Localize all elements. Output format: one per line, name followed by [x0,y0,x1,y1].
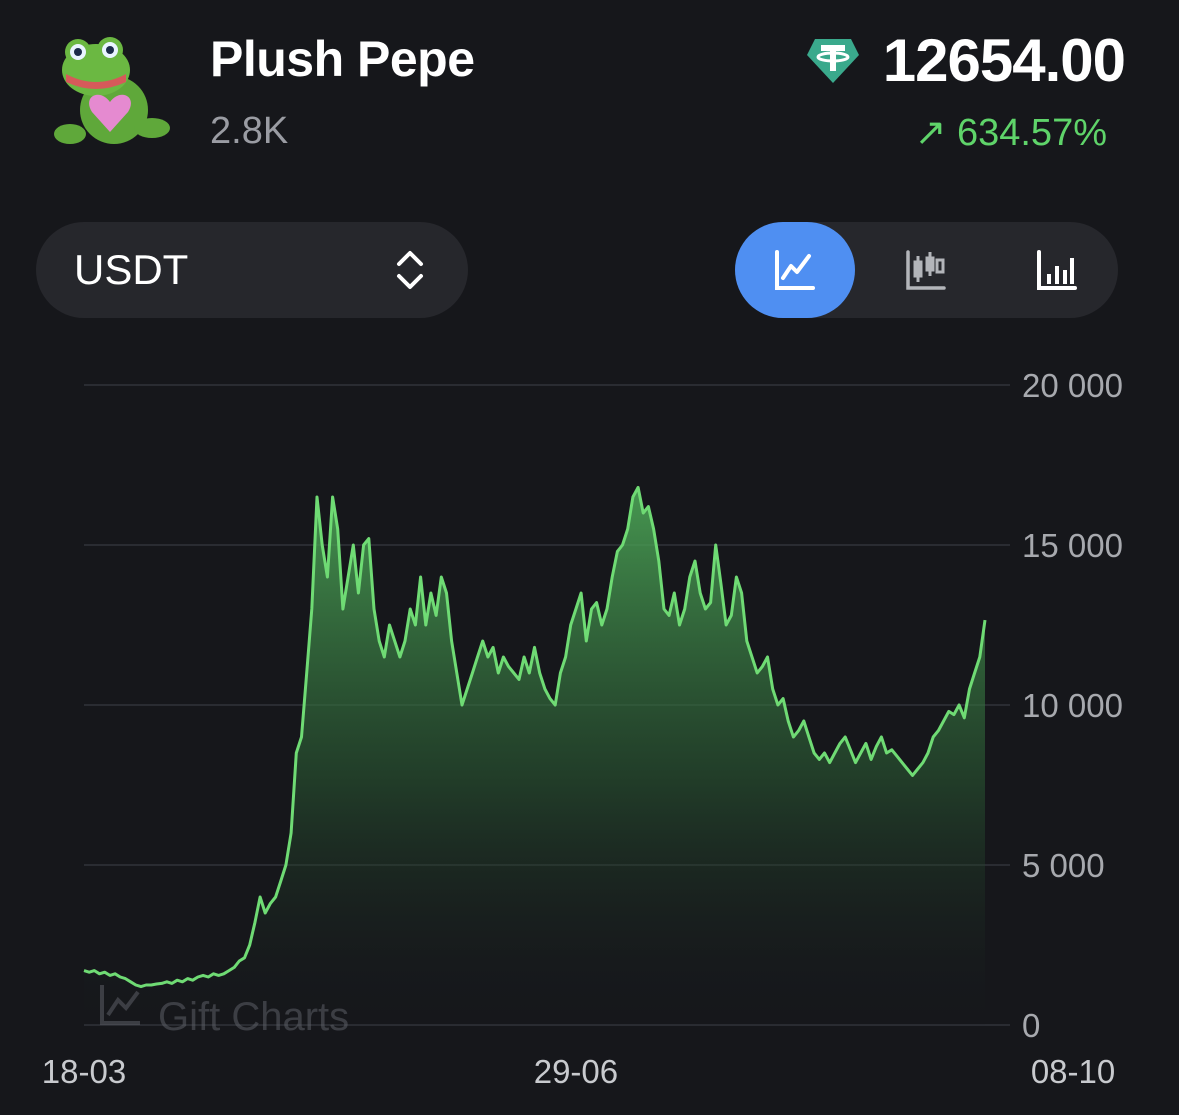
chart-mode-toggle [735,222,1118,318]
asset-title: Plush Pepe [210,31,475,87]
y-tick-label: 10 000 [1022,687,1123,724]
candlestick-chart-icon [906,250,946,290]
plush-pepe-frog-icon [54,37,170,144]
x-tick-label: 29-06 [534,1053,618,1090]
updown-chevron-icon [397,251,423,289]
y-tick-label: 15 000 [1022,527,1123,564]
price-line [83,485,987,989]
currency-label: USDT [74,246,189,293]
price-chart: Gift Charts 0 5 000 10 000 15 000 20 000 18-… [42,367,1123,1090]
current-price: 12654.00 [882,27,1126,94]
y-tick-label: 5 000 [1022,847,1105,884]
line-chart-icon [775,250,815,290]
y-tick-label: 20 000 [1022,367,1123,404]
asset-count: 2.8K [210,110,289,152]
y-tick-label: 0 [1022,1007,1040,1044]
x-tick-label: 08-10 [1031,1053,1115,1090]
candlestick-chart-mode-button[interactable] [866,222,986,318]
asset-header: Plush Pepe 2.8K 12654.00 ↗ 634.57% [0,0,1179,190]
watermark-text: Gift Charts [158,995,349,1039]
price-change: ↗ 634.57% [914,112,1107,154]
line-chart-mode-button[interactable] [735,222,855,318]
x-tick-label: 18-03 [42,1053,126,1090]
price-block: 12654.00 [805,26,1126,95]
gift-charts-watermark: Gift Charts [100,985,349,1039]
price-area-fill [84,487,985,1025]
currency-select[interactable]: USDT [36,222,468,318]
tether-icon [806,38,859,83]
bar-chart-mode-button[interactable] [997,222,1117,318]
bar-chart-icon [1037,250,1077,290]
